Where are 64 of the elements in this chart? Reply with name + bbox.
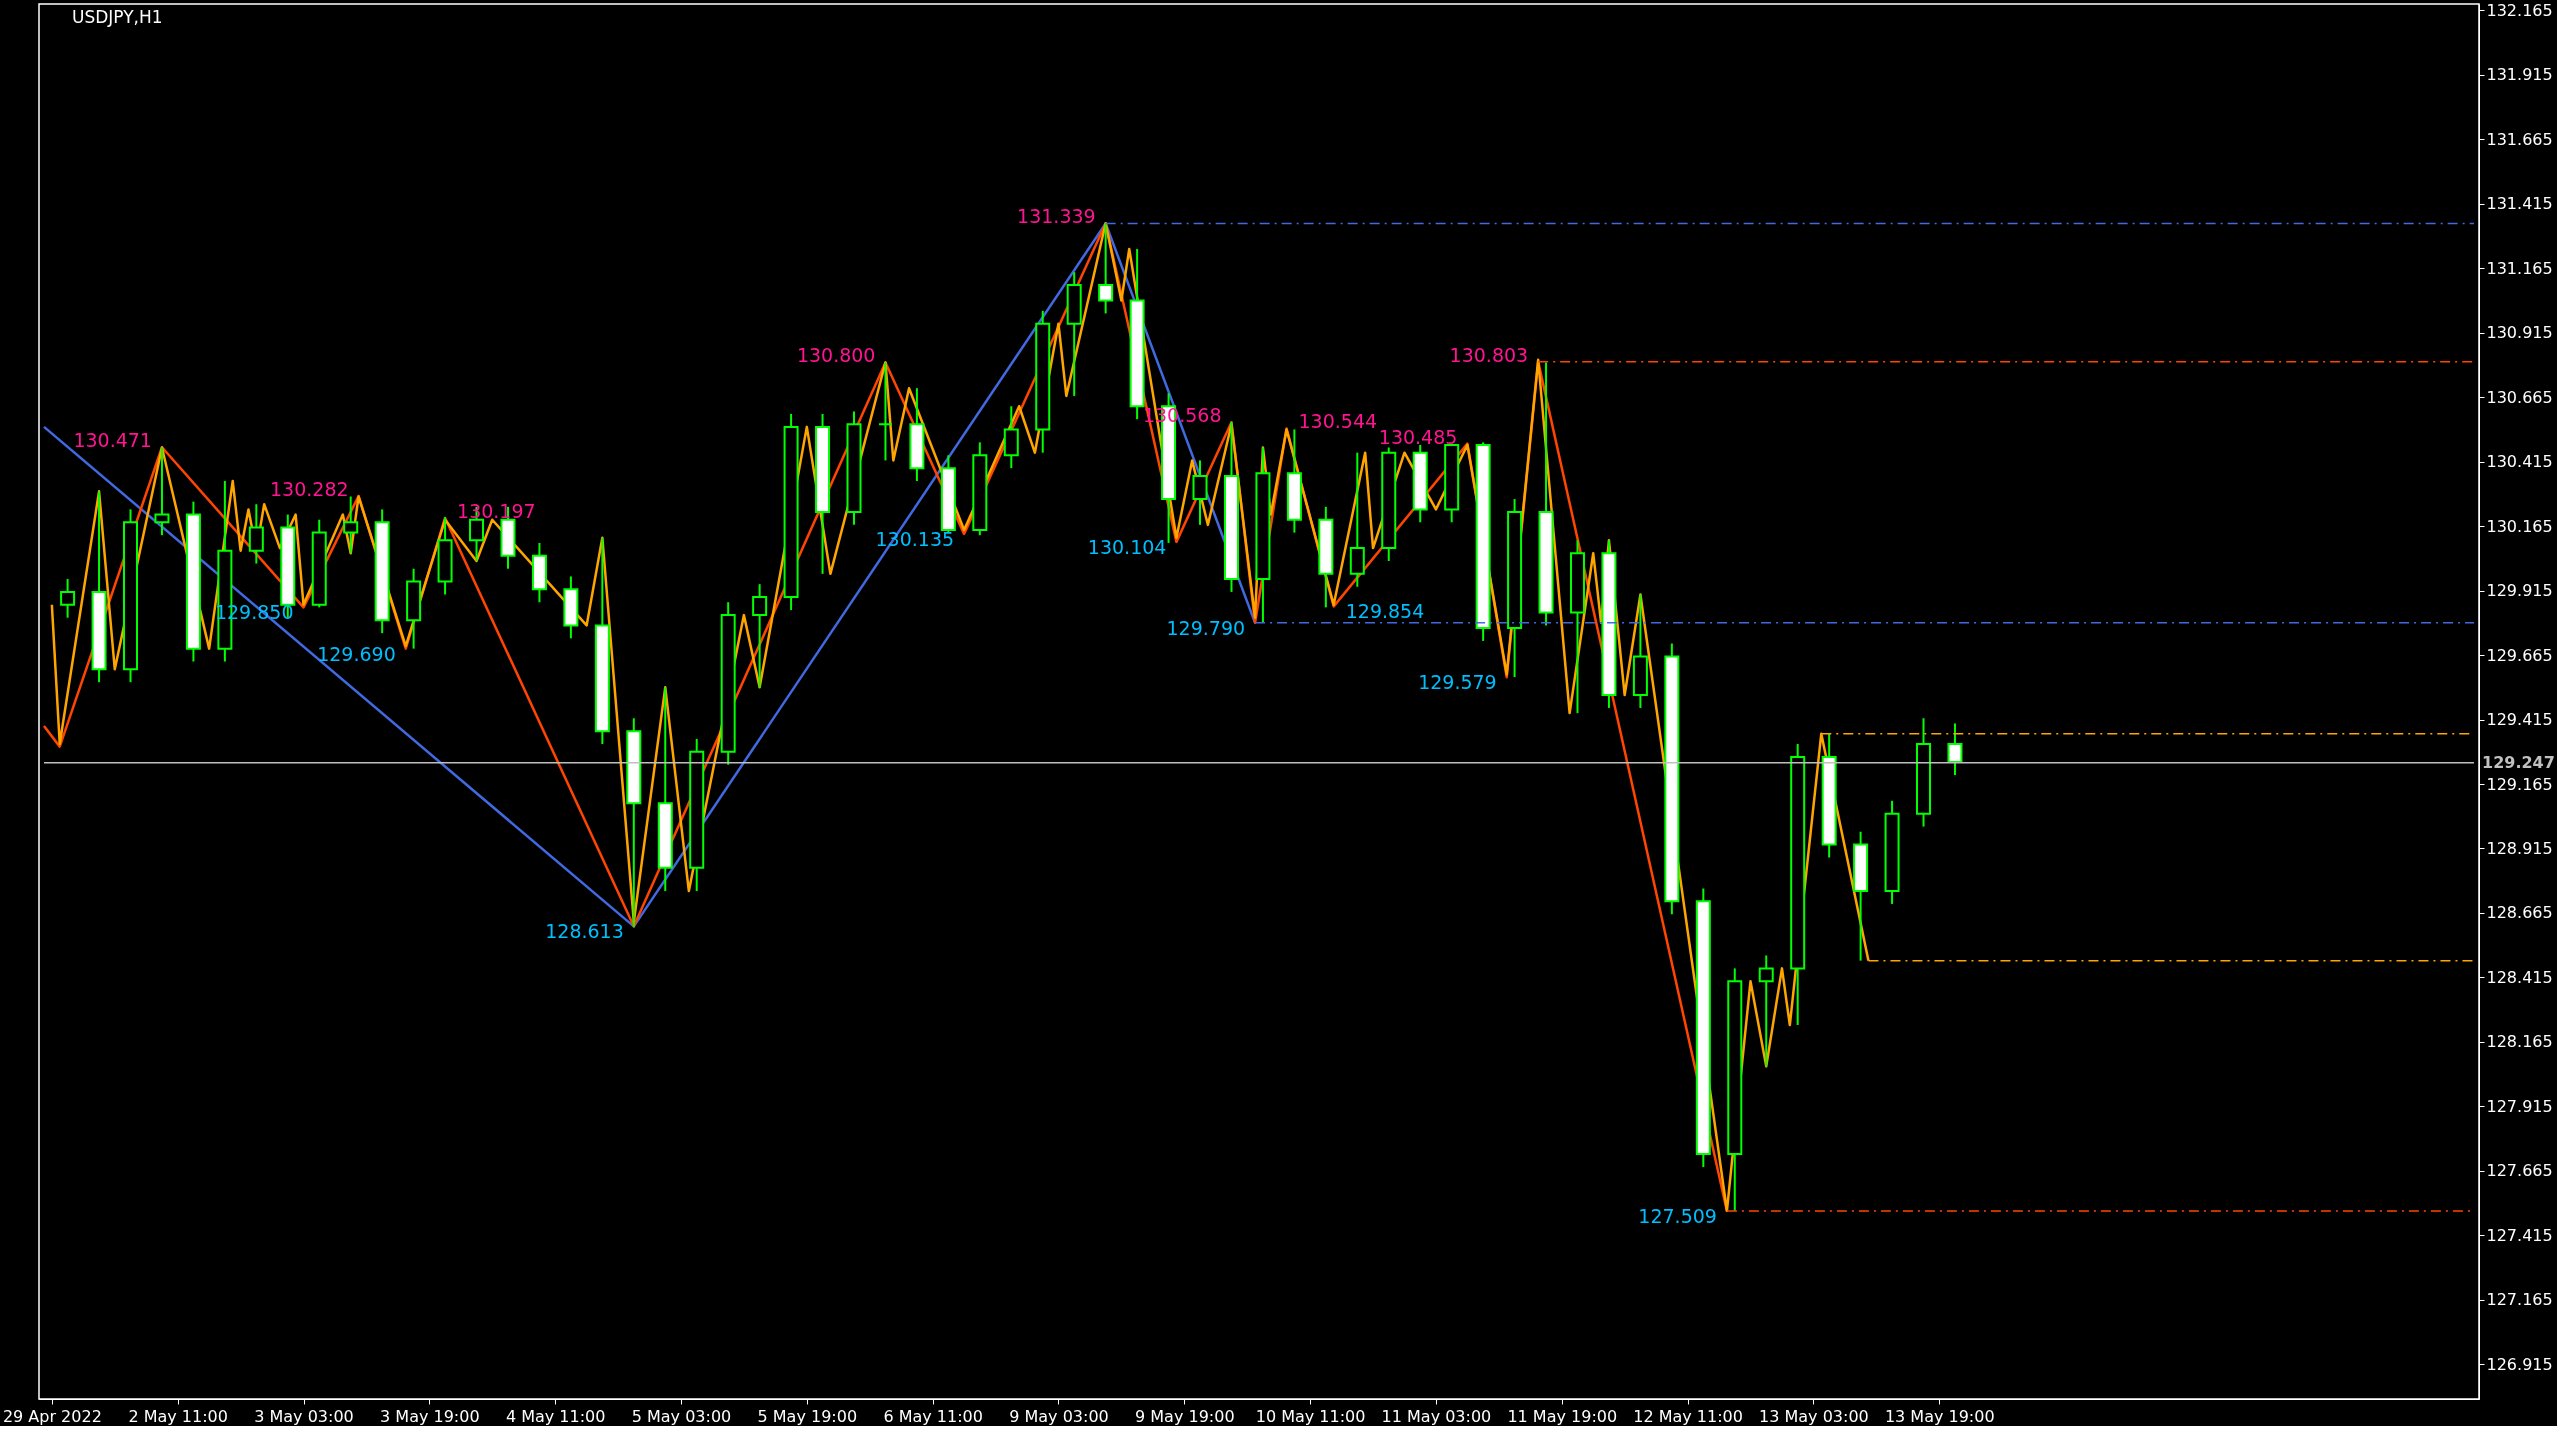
y-tick-label: 130.165: [2486, 516, 2553, 536]
y-tick-label: 130.915: [2486, 323, 2553, 343]
y-tick-label: 128.665: [2486, 903, 2553, 923]
annotation: 127.509: [1638, 1205, 1717, 1228]
y-tick-label: 129.665: [2486, 645, 2553, 665]
x-tick-label: 13 May 19:00: [1884, 1406, 1995, 1426]
x-tick-label: 12 May 11:00: [1633, 1406, 1743, 1426]
y-tick-label: 127.165: [2486, 1290, 2553, 1310]
annotation: 130.485: [1378, 425, 1458, 448]
annotation: 129.790: [1166, 616, 1246, 639]
y-tick-label: 128.915: [2486, 838, 2553, 858]
candlestick: [1192, 459, 1208, 526]
x-tick-label: 11 May 03:00: [1381, 1406, 1492, 1426]
y-tick-label: 131.165: [2486, 258, 2553, 278]
y-tick-label: 126.915: [2486, 1354, 2553, 1374]
annotation: 130.282: [269, 477, 349, 500]
x-tick-label: 3 May 03:00: [254, 1406, 354, 1426]
candlestick: [752, 583, 768, 689]
candlestick: [1947, 722, 1963, 776]
annotation: 129.579: [1418, 671, 1497, 694]
x-tick-label: 13 May 03:00: [1759, 1406, 1869, 1426]
x-tick-label: 4 May 11:00: [505, 1406, 606, 1426]
x-tick-label: 3 May 19:00: [380, 1406, 480, 1426]
x-tick-label: 11 May 19:00: [1507, 1406, 1618, 1426]
y-tick-label: 127.665: [2486, 1161, 2553, 1181]
candlestick: [343, 495, 359, 555]
annotation: 130.471: [73, 429, 152, 452]
x-tick-label: 9 May 03:00: [1009, 1406, 1109, 1426]
y-tick-label: 127.415: [2486, 1225, 2553, 1245]
y-tick-label: 130.415: [2486, 452, 2553, 472]
candlestick: [1758, 954, 1774, 1068]
annotation: 128.613: [545, 920, 624, 943]
x-tick-label: 2 May 11:00: [128, 1406, 228, 1426]
y-tick-label: 131.915: [2486, 65, 2553, 85]
x-tick-label: 6 May 11:00: [883, 1406, 983, 1426]
candlestick: [1098, 222, 1114, 315]
y-tick-label: 132.165: [2486, 0, 2553, 20]
annotation: 130.803: [1449, 343, 1529, 366]
candlestick: [60, 578, 76, 619]
x-tick-label: 9 May 19:00: [1135, 1406, 1235, 1426]
chart-title: USDJPY,H1: [72, 7, 163, 27]
x-tick-label: 5 May 19:00: [757, 1406, 858, 1426]
candlestick: [154, 446, 170, 537]
x-tick-label: 29 Apr 2022: [2, 1406, 102, 1426]
y-tick-label: 129.915: [2486, 581, 2553, 601]
ref-line-label: 129.247: [2482, 752, 2555, 772]
annotation: 130.800: [796, 344, 876, 367]
y-tick-label: 129.415: [2486, 710, 2553, 730]
y-tick-label: 128.165: [2486, 1032, 2553, 1052]
x-tick-label: 10 May 11:00: [1255, 1406, 1366, 1426]
candlestick: [248, 503, 264, 565]
y-tick-label: 131.665: [2486, 129, 2553, 149]
annotation: 129.690: [317, 642, 396, 665]
annotation: 130.544: [1298, 410, 1378, 433]
x-tick-label: 5 May 03:00: [631, 1406, 732, 1426]
y-tick-label: 128.415: [2486, 967, 2553, 987]
annotation: 131.339: [1017, 205, 1096, 228]
y-tick-label: 129.165: [2486, 774, 2553, 794]
annotation: 129.854: [1345, 600, 1425, 623]
y-tick-label: 130.665: [2486, 387, 2553, 407]
candlestick: [877, 361, 893, 462]
annotation: 130.104: [1087, 535, 1167, 558]
y-tick-label: 131.415: [2486, 194, 2553, 214]
y-tick-label: 127.915: [2486, 1096, 2553, 1116]
